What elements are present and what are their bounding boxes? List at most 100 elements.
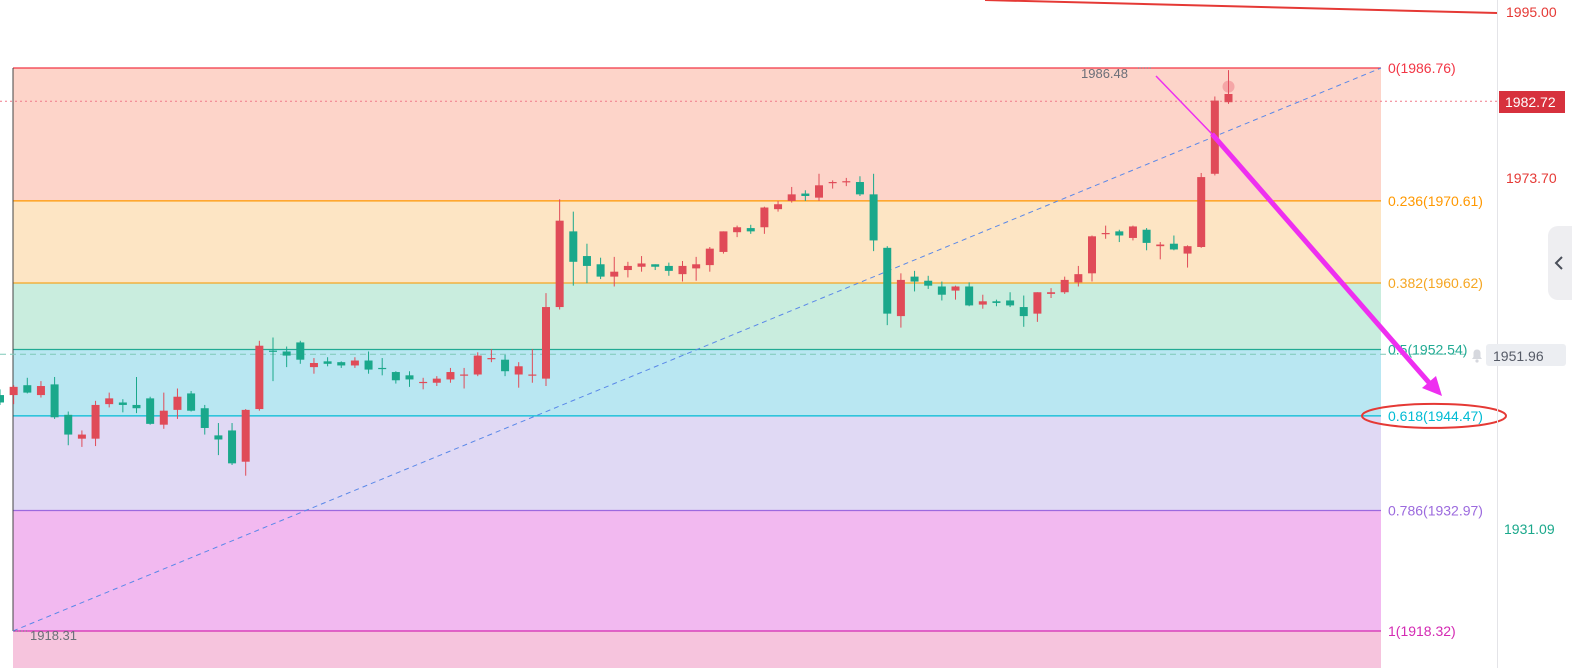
candle bbox=[1074, 265, 1083, 287]
crosshair-price-badge: 1951.96 bbox=[1486, 344, 1566, 366]
candle bbox=[241, 409, 250, 476]
candle bbox=[1006, 292, 1015, 308]
fib-band-0.5 bbox=[13, 349, 1381, 416]
alert-bell-icon[interactable] bbox=[1472, 349, 1482, 363]
candle-body bbox=[1101, 233, 1110, 235]
candle bbox=[623, 261, 632, 278]
candle bbox=[200, 404, 209, 435]
candle-body bbox=[910, 276, 919, 282]
candle bbox=[569, 211, 578, 286]
candle-body bbox=[241, 409, 250, 462]
candle bbox=[1128, 225, 1137, 241]
candle-body bbox=[187, 393, 196, 411]
overlay-layer: 1986.48 1918.31 bbox=[14, 66, 1507, 643]
candle bbox=[664, 262, 673, 276]
candle bbox=[159, 392, 168, 429]
candle bbox=[1142, 228, 1151, 251]
swing-high-label: 1986.48 bbox=[1081, 66, 1128, 81]
candle bbox=[1060, 276, 1069, 294]
candle bbox=[214, 423, 223, 456]
candle bbox=[1183, 245, 1192, 268]
candle-body bbox=[132, 404, 141, 409]
candle-body bbox=[719, 231, 728, 252]
candle-body bbox=[1169, 243, 1178, 250]
candle-body bbox=[1142, 229, 1151, 243]
candle-body bbox=[787, 194, 796, 201]
candle-body bbox=[50, 384, 59, 418]
fib-band-0.786 bbox=[13, 510, 1381, 631]
fib-band-0.618 bbox=[13, 415, 1381, 511]
fib-label-0.236: 0.236(1970.61) bbox=[1388, 193, 1483, 209]
candle-body bbox=[1115, 231, 1124, 236]
fib-band-1 bbox=[13, 631, 1381, 668]
candle bbox=[637, 256, 646, 272]
candle bbox=[1033, 292, 1042, 322]
candle bbox=[0, 389, 4, 405]
candle-body bbox=[1074, 274, 1083, 283]
candle bbox=[460, 367, 469, 389]
candle bbox=[105, 392, 114, 408]
candle-body bbox=[405, 375, 414, 380]
candle-body bbox=[419, 381, 428, 384]
candle bbox=[378, 358, 387, 376]
candle-body bbox=[23, 385, 32, 393]
candle-body bbox=[801, 193, 810, 196]
candle-body bbox=[460, 374, 469, 376]
candle-body bbox=[651, 264, 660, 267]
candle-body bbox=[733, 227, 742, 233]
axis-label-1973: 1973.70 bbox=[1506, 170, 1557, 186]
candle-body bbox=[978, 301, 987, 305]
candle bbox=[910, 270, 919, 292]
candle bbox=[337, 361, 346, 368]
candle bbox=[1224, 70, 1233, 104]
candle-body bbox=[214, 435, 223, 440]
candle-body bbox=[0, 395, 4, 403]
fib-label-0.382: 0.382(1960.62) bbox=[1388, 275, 1483, 291]
candle-body bbox=[855, 182, 864, 195]
candle-body bbox=[1060, 279, 1069, 293]
candle-body bbox=[159, 410, 168, 425]
candle bbox=[1115, 229, 1124, 243]
candle bbox=[1088, 235, 1096, 282]
candle bbox=[1169, 235, 1178, 251]
candle-body bbox=[432, 378, 441, 383]
candle-body bbox=[64, 414, 73, 435]
fib-trendline bbox=[12, 67, 1382, 632]
candle-body bbox=[869, 194, 878, 241]
candle bbox=[91, 400, 100, 447]
fibonacci-levels bbox=[0, 0, 1498, 632]
candle bbox=[1156, 242, 1165, 260]
top-resistance-line bbox=[984, 0, 1498, 14]
candle bbox=[269, 337, 277, 382]
candle bbox=[651, 264, 660, 271]
candle bbox=[951, 285, 960, 300]
candle bbox=[350, 357, 359, 368]
fib-label-0.786: 0.786(1932.97) bbox=[1388, 502, 1483, 518]
candle-body bbox=[1156, 244, 1165, 247]
candle-body bbox=[146, 398, 155, 424]
candle-body bbox=[255, 345, 264, 410]
projection-arrow-head bbox=[1422, 376, 1442, 396]
candle-body bbox=[269, 350, 277, 352]
candle bbox=[855, 176, 864, 196]
crosshair-price-bg bbox=[1486, 344, 1566, 366]
fibonacci-labels: 0(1986.76) 0.236(1970.61) 0.382(1960.62) 0.… bbox=[1388, 60, 1483, 639]
candle-body bbox=[555, 220, 564, 308]
candle bbox=[23, 377, 32, 394]
candle bbox=[501, 354, 510, 377]
candle bbox=[719, 231, 728, 254]
candle bbox=[64, 411, 73, 446]
candle bbox=[842, 177, 851, 187]
candle bbox=[787, 186, 796, 203]
candle bbox=[36, 381, 45, 398]
candle bbox=[992, 299, 1001, 307]
candle bbox=[896, 273, 905, 328]
candle-body bbox=[378, 367, 387, 370]
candle-body bbox=[514, 366, 523, 375]
candle-body bbox=[487, 358, 496, 360]
candle bbox=[801, 190, 810, 201]
candle-body bbox=[678, 265, 687, 275]
side-panel-toggle[interactable] bbox=[1548, 226, 1572, 300]
